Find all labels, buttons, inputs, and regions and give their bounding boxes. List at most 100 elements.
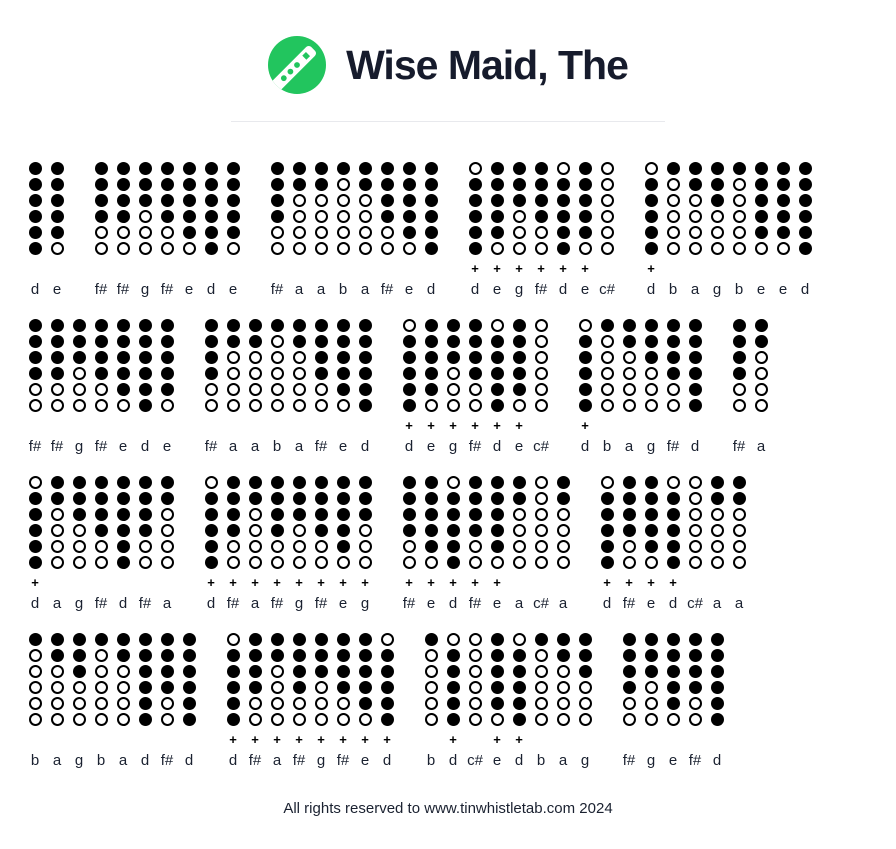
- hole-closed: [336, 524, 350, 537]
- note-label: d: [206, 595, 216, 612]
- tab-sheet: d e f# f# g f# e d e f# a a b a f# e d + d + e + g + f# + d + e c# + d b…: [0, 122, 896, 770]
- note-label: g: [580, 752, 590, 769]
- hole-open: [688, 524, 702, 537]
- note-column: d: [795, 162, 815, 299]
- hole-closed: [556, 649, 570, 662]
- fingering-diagram: [688, 319, 702, 412]
- fingering-diagram: [402, 476, 416, 569]
- hole-closed: [138, 194, 152, 207]
- hole-open: [94, 383, 108, 396]
- hole-open: [556, 540, 570, 553]
- octave-plus-marker: +: [427, 574, 435, 590]
- hole-closed: [358, 633, 372, 646]
- hole-closed: [358, 319, 372, 332]
- note-label: a: [514, 595, 524, 612]
- note-column: + d: [399, 319, 419, 456]
- hole-closed: [116, 540, 130, 553]
- octave-plus-marker: +: [669, 574, 677, 590]
- hole-closed: [72, 351, 86, 364]
- hole-closed: [710, 649, 724, 662]
- hole-closed: [490, 194, 504, 207]
- hole-open: [534, 697, 548, 710]
- hole-closed: [556, 242, 570, 255]
- note-label: f#: [292, 752, 306, 769]
- hole-closed: [380, 194, 394, 207]
- octave-plus-marker: +: [471, 574, 479, 590]
- hole-open: [732, 556, 746, 569]
- hole-closed: [50, 351, 64, 364]
- hole-open: [534, 508, 548, 521]
- hole-closed: [336, 162, 350, 175]
- hole-closed: [578, 226, 592, 239]
- note-column: + f#: [399, 476, 419, 613]
- hole-closed: [160, 367, 174, 380]
- hole-closed: [94, 319, 108, 332]
- note-group: + f# + e + d + f# + e a c# a: [399, 476, 573, 613]
- hole-closed: [732, 319, 746, 332]
- hole-open: [666, 383, 680, 396]
- hole-closed: [446, 508, 460, 521]
- hole-closed: [468, 524, 482, 537]
- hole-open: [292, 194, 306, 207]
- hole-closed: [314, 162, 328, 175]
- hole-closed: [314, 649, 328, 662]
- hole-open: [556, 556, 570, 569]
- hole-open: [94, 540, 108, 553]
- note-column: d: [135, 633, 155, 770]
- hole-open: [644, 681, 658, 694]
- hole-closed: [402, 194, 416, 207]
- fingering-diagram: [138, 476, 152, 569]
- fingering-diagram: [644, 633, 658, 726]
- hole-closed: [138, 713, 152, 726]
- note-column: f#: [157, 162, 177, 299]
- hole-open: [424, 697, 438, 710]
- note-column: e: [113, 319, 133, 456]
- hole-open: [314, 713, 328, 726]
- fingering-diagram: [556, 476, 570, 569]
- hole-open: [314, 556, 328, 569]
- hole-open: [94, 681, 108, 694]
- hole-closed: [622, 681, 636, 694]
- hole-open: [160, 508, 174, 521]
- fingering-diagram: [28, 633, 42, 726]
- hole-open: [248, 399, 262, 412]
- hole-open: [468, 665, 482, 678]
- hole-open: [358, 524, 372, 537]
- octave-plus-marker: +: [427, 417, 435, 433]
- hole-closed: [160, 633, 174, 646]
- hole-closed: [688, 367, 702, 380]
- hole-closed: [732, 476, 746, 489]
- hole-closed: [512, 178, 526, 191]
- hole-closed: [358, 508, 372, 521]
- fingering-diagram: [534, 476, 548, 569]
- hole-closed: [160, 178, 174, 191]
- hole-open: [644, 367, 658, 380]
- hole-open: [534, 524, 548, 537]
- hole-closed: [512, 351, 526, 364]
- hole-closed: [490, 351, 504, 364]
- hole-open: [336, 226, 350, 239]
- hole-closed: [182, 649, 196, 662]
- note-column: a: [619, 319, 639, 456]
- hole-closed: [688, 383, 702, 396]
- hole-closed: [138, 476, 152, 489]
- hole-closed: [710, 665, 724, 678]
- hole-closed: [490, 492, 504, 505]
- hole-closed: [644, 319, 658, 332]
- note-label: g: [514, 281, 524, 298]
- hole-open: [754, 351, 768, 364]
- note-label: f#: [160, 281, 174, 298]
- note-column: + f#: [267, 476, 287, 613]
- fingering-diagram: [688, 633, 702, 726]
- hole-closed: [116, 351, 130, 364]
- fingering-diagram: [50, 162, 64, 255]
- hole-closed: [688, 351, 702, 364]
- note-column: e: [399, 162, 419, 299]
- hole-closed: [512, 319, 526, 332]
- hole-closed: [622, 633, 636, 646]
- hole-open: [314, 210, 328, 223]
- note-label: a: [624, 438, 634, 455]
- hole-open: [732, 399, 746, 412]
- fingering-diagram: [424, 633, 438, 726]
- hole-closed: [292, 649, 306, 662]
